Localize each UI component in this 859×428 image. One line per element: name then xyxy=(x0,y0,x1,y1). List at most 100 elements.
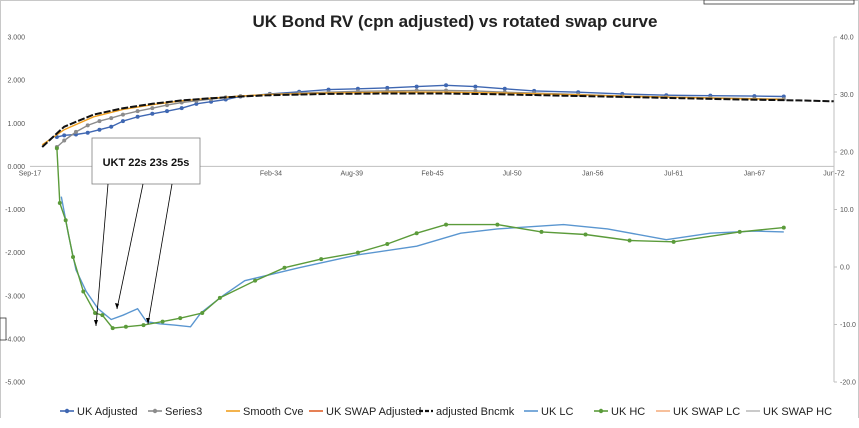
data-point xyxy=(100,313,105,318)
data-point xyxy=(109,124,114,129)
left-tick-label: -5.000 xyxy=(5,380,25,387)
legend-item: Series3 xyxy=(148,406,202,418)
annotation-box xyxy=(91,137,201,185)
left-tick-label: -4.000 xyxy=(5,336,25,343)
data-point xyxy=(165,109,170,114)
annotation-label: UKT 22s 23s 25s xyxy=(103,157,190,169)
data-point xyxy=(81,289,86,294)
data-point xyxy=(539,229,544,234)
series-line xyxy=(56,148,784,329)
data-point xyxy=(57,201,62,206)
x-tick-label: Feb-45 xyxy=(421,170,443,177)
data-point xyxy=(141,323,146,328)
data-point xyxy=(165,103,170,108)
legend-label: UK Adjusted xyxy=(77,406,138,418)
right-tick-label: 30.0 xyxy=(840,92,854,99)
x-tick-label: Jul-61 xyxy=(664,170,683,177)
data-point xyxy=(627,238,632,243)
legend-marker xyxy=(152,408,158,414)
x-tick-label: Jul-50 xyxy=(503,170,522,177)
x-tick-label: Jan-56 xyxy=(582,170,604,177)
data-point xyxy=(444,88,449,93)
data-point xyxy=(385,242,390,246)
data-point xyxy=(120,112,125,117)
right-tick-label: 20.0 xyxy=(840,150,854,157)
data-point xyxy=(414,88,419,93)
series-line xyxy=(41,92,834,148)
data-point xyxy=(150,111,155,116)
left-tick-label: -2.000 xyxy=(5,250,25,257)
data-point xyxy=(54,146,59,151)
data-point xyxy=(178,316,183,321)
data-point xyxy=(85,130,90,135)
legend-item: UK SWAP HC xyxy=(746,406,832,418)
legend-label: UK HC xyxy=(611,406,645,418)
chart-title: UK Bond RV (cpn adjusted) vs rotated swa… xyxy=(253,12,658,31)
data-point xyxy=(200,311,205,315)
bottom-strip xyxy=(0,418,859,428)
data-point xyxy=(97,127,102,132)
right-tick-label: -20.0 xyxy=(840,380,856,387)
data-point xyxy=(414,84,419,89)
data-point xyxy=(62,133,67,138)
data-point xyxy=(282,265,287,270)
data-point xyxy=(355,250,360,255)
top-right-box xyxy=(703,0,855,5)
annotation-arrowhead-23s xyxy=(115,303,119,309)
data-point xyxy=(502,86,507,91)
legend: UK Adjusted Series3 Smooth Cve UK SWAP Adju… xyxy=(60,406,832,418)
series-smooth-cve xyxy=(41,91,784,146)
legend-item: UK SWAP LC xyxy=(656,406,740,418)
left-edge-marker xyxy=(0,317,7,341)
right-tick-label: 0.0 xyxy=(840,265,850,272)
left-tick-label: -1.000 xyxy=(5,207,25,214)
data-point xyxy=(473,88,478,93)
x-tick-label: Jan-67 xyxy=(744,170,766,177)
left-tick-label: -3.000 xyxy=(5,293,25,300)
right-tick-label: 40.0 xyxy=(840,35,854,42)
series-uk-hc xyxy=(54,146,786,331)
x-tick-label: Feb-34 xyxy=(260,170,282,177)
data-point xyxy=(150,106,155,111)
data-point xyxy=(444,83,449,88)
data-point xyxy=(385,85,390,90)
data-point xyxy=(63,218,68,223)
annotation-arrowhead-22s xyxy=(94,320,98,326)
legend-marker xyxy=(598,408,604,414)
annotation-arrow-25s xyxy=(147,183,173,325)
x-tick-label: Sep-17 xyxy=(19,170,42,177)
data-point xyxy=(71,254,76,259)
legend-label: UK SWAP LC xyxy=(673,406,740,418)
legend-item: UK HC xyxy=(594,406,645,418)
data-point xyxy=(62,138,67,143)
data-point xyxy=(179,106,184,111)
legend-label: UK SWAP HC xyxy=(763,406,832,418)
data-point xyxy=(123,324,128,329)
right-tick-label: -10.0 xyxy=(840,322,856,329)
annotation-arrow-22s xyxy=(95,183,109,327)
left-axis: 3.000 2.000 1.000 0.000 -1.000 -2.000 -3.000 -4… xyxy=(5,35,25,387)
legend-item: adjusted Bncmk xyxy=(419,406,515,418)
legend-label: UK LC xyxy=(541,406,573,418)
data-point xyxy=(444,222,449,227)
data-point xyxy=(194,101,199,106)
data-point xyxy=(120,119,125,124)
data-point xyxy=(110,326,115,331)
legend-label: UK SWAP Adjusted xyxy=(326,406,421,418)
legend-item: UK SWAP Adjusted xyxy=(309,406,421,418)
data-point xyxy=(781,225,786,230)
legend-item: Smooth Cve xyxy=(226,406,304,418)
data-point xyxy=(93,311,98,315)
data-point xyxy=(160,319,165,324)
data-point xyxy=(671,239,676,244)
annotation-arrowhead-25s xyxy=(146,318,150,324)
left-tick-label: 2.000 xyxy=(7,78,25,85)
data-point xyxy=(135,114,140,119)
data-point xyxy=(135,109,140,114)
series-line xyxy=(41,91,784,146)
legend-item: UK LC xyxy=(524,406,573,418)
data-point xyxy=(85,123,90,128)
data-point xyxy=(73,129,78,134)
